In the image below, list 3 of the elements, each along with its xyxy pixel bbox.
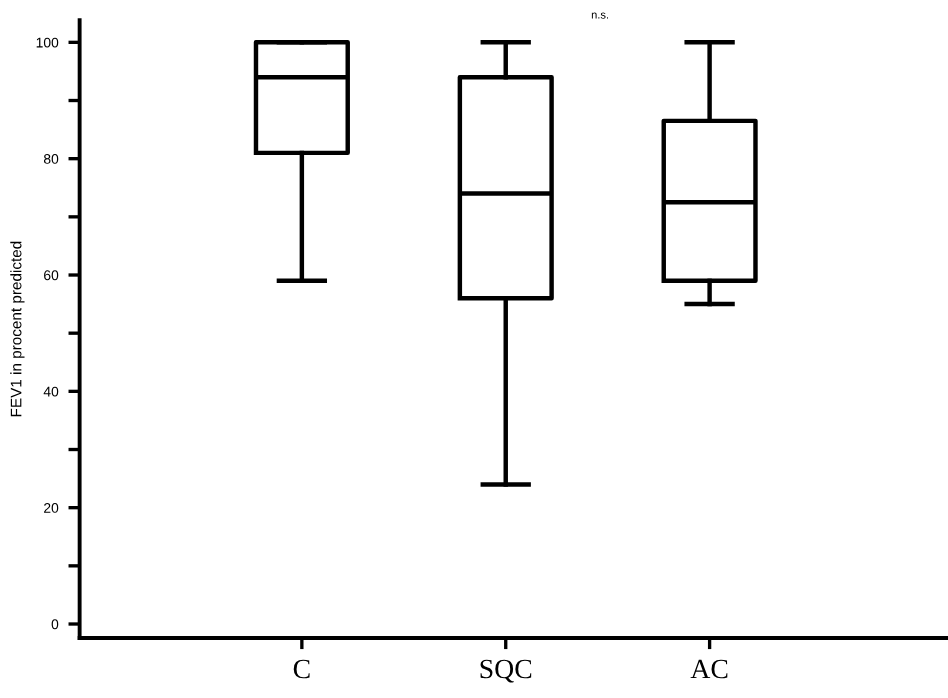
x-tick-label: C <box>293 659 310 679</box>
x-tick-label: AC <box>690 659 728 679</box>
x-tick-label: SQC <box>480 659 532 683</box>
